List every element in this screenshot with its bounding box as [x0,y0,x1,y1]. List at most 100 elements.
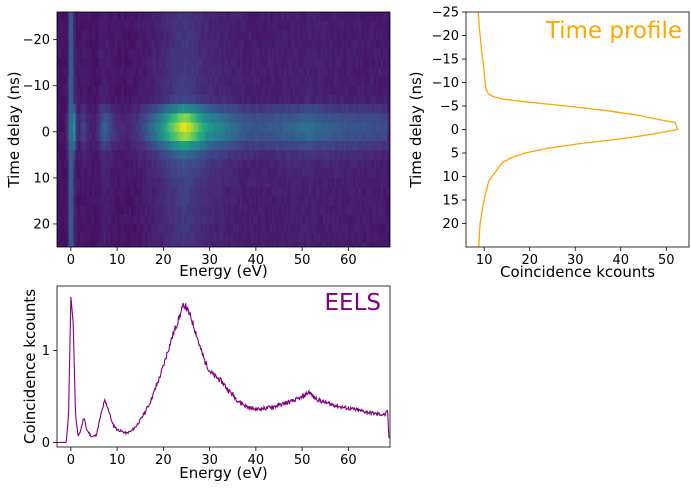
heatmap-cell [191,196,195,207]
heatmap-cell [149,214,153,225]
heatmap-cell [244,39,248,50]
heatmap-cell [179,104,183,114]
heatmap-cell [107,168,111,179]
heatmap-cell [218,113,222,124]
heatmap-cell [343,58,347,68]
heatmap-cell [311,223,315,234]
heatmap-cell [105,150,109,161]
heatmap-cell [82,12,86,22]
heatmap-cell [151,58,155,68]
heatmap-cell [158,39,162,50]
heatmap-cell [285,242,289,247]
heatmap-cell [295,67,299,78]
heatmap-cell [124,196,127,207]
heatmap-cell [221,168,225,179]
heatmap-cell [133,187,137,197]
heatmap-cell [364,242,368,247]
heatmap-cell [221,94,225,105]
heatmap-cell [126,159,130,170]
heatmap-cell [244,67,248,78]
heatmap-cell [244,113,248,124]
heatmap-cell [285,223,289,234]
heatmap-cell [265,233,269,243]
heatmap-cell [105,21,109,32]
heatmap-cell [214,58,218,68]
heatmap-cell [207,12,211,22]
heatmap-cell [121,205,125,216]
heatmap-cell [218,76,222,87]
heatmap-cell [262,223,266,234]
heatmap-cell [267,223,271,234]
heatmap-cell [131,122,134,133]
heatmap-cell [329,196,333,207]
heatmap-cell [147,122,151,133]
heatmap-cell [126,76,130,87]
heatmap-cell [260,85,264,96]
heatmap-cell [267,233,271,243]
heatmap-cell [163,58,167,68]
heatmap-cell [346,177,349,188]
heatmap-cell [362,122,366,133]
heatmap-cell [235,39,238,50]
heatmap-cell [235,131,238,142]
heatmap-cell [110,113,114,124]
heatmap-cell [151,131,155,142]
heatmap-cell [228,21,232,32]
heatmap-cell [242,30,245,41]
heatmap-cell [68,177,72,188]
heatmap-cell [205,159,208,170]
heatmap-cell [311,131,315,142]
heatmap-cell [91,177,95,188]
heatmap-cell [309,150,312,161]
heatmap-cell [195,76,199,87]
heatmap-cell [320,67,324,78]
heatmap-cell [380,39,384,50]
heatmap-cell [230,76,234,87]
heatmap-cell [318,214,322,225]
heatmap-cell [346,76,349,87]
heatmap-cell [172,168,176,179]
heatmap-cell [209,58,213,68]
heatmap-cell [311,30,315,41]
heatmap-cell [77,233,81,243]
eels-x-tick-label: 30 [201,453,218,468]
heatmap-cell [248,76,252,87]
heatmap-cell [230,48,234,59]
heatmap-cell [89,159,93,170]
heatmap-cell [341,122,345,133]
heatmap-cell [279,177,282,188]
heatmap-cell [142,21,146,32]
heatmap-cell [262,177,266,188]
heatmap-cell [258,141,262,151]
heatmap-cell [253,196,257,207]
heatmap-cell [359,196,363,207]
heatmap-cell [177,104,181,114]
heatmap-cell [80,233,84,243]
heatmap-cell [260,113,264,124]
heatmap-cell [272,39,275,50]
heatmap-cell [96,67,100,78]
heatmap-cell [75,214,79,225]
heatmap-cell [297,113,301,124]
heatmap-cell [91,233,95,243]
heatmap-cell [329,159,333,170]
heatmap-cell [174,104,178,114]
heatmap-cell [353,85,356,96]
heatmap-cell [316,12,319,22]
heatmap-cell [322,242,326,247]
heatmap-cell [117,12,121,22]
heatmap-cell [311,196,315,207]
heatmap-cell [362,131,366,142]
heatmap-cell [297,58,301,68]
heatmap-cell [385,113,389,124]
heatmap-cell [357,168,361,179]
heatmap-cell [276,205,280,216]
heatmap-cell [285,141,289,151]
heatmap-cell [253,177,257,188]
heatmap-cell [355,223,359,234]
time-profile-x-tick-label: 30 [567,253,584,268]
heatmap-cell [353,233,356,243]
heatmap-cell [103,233,107,243]
heatmap-cell [320,39,324,50]
heatmap-cell [77,187,81,197]
